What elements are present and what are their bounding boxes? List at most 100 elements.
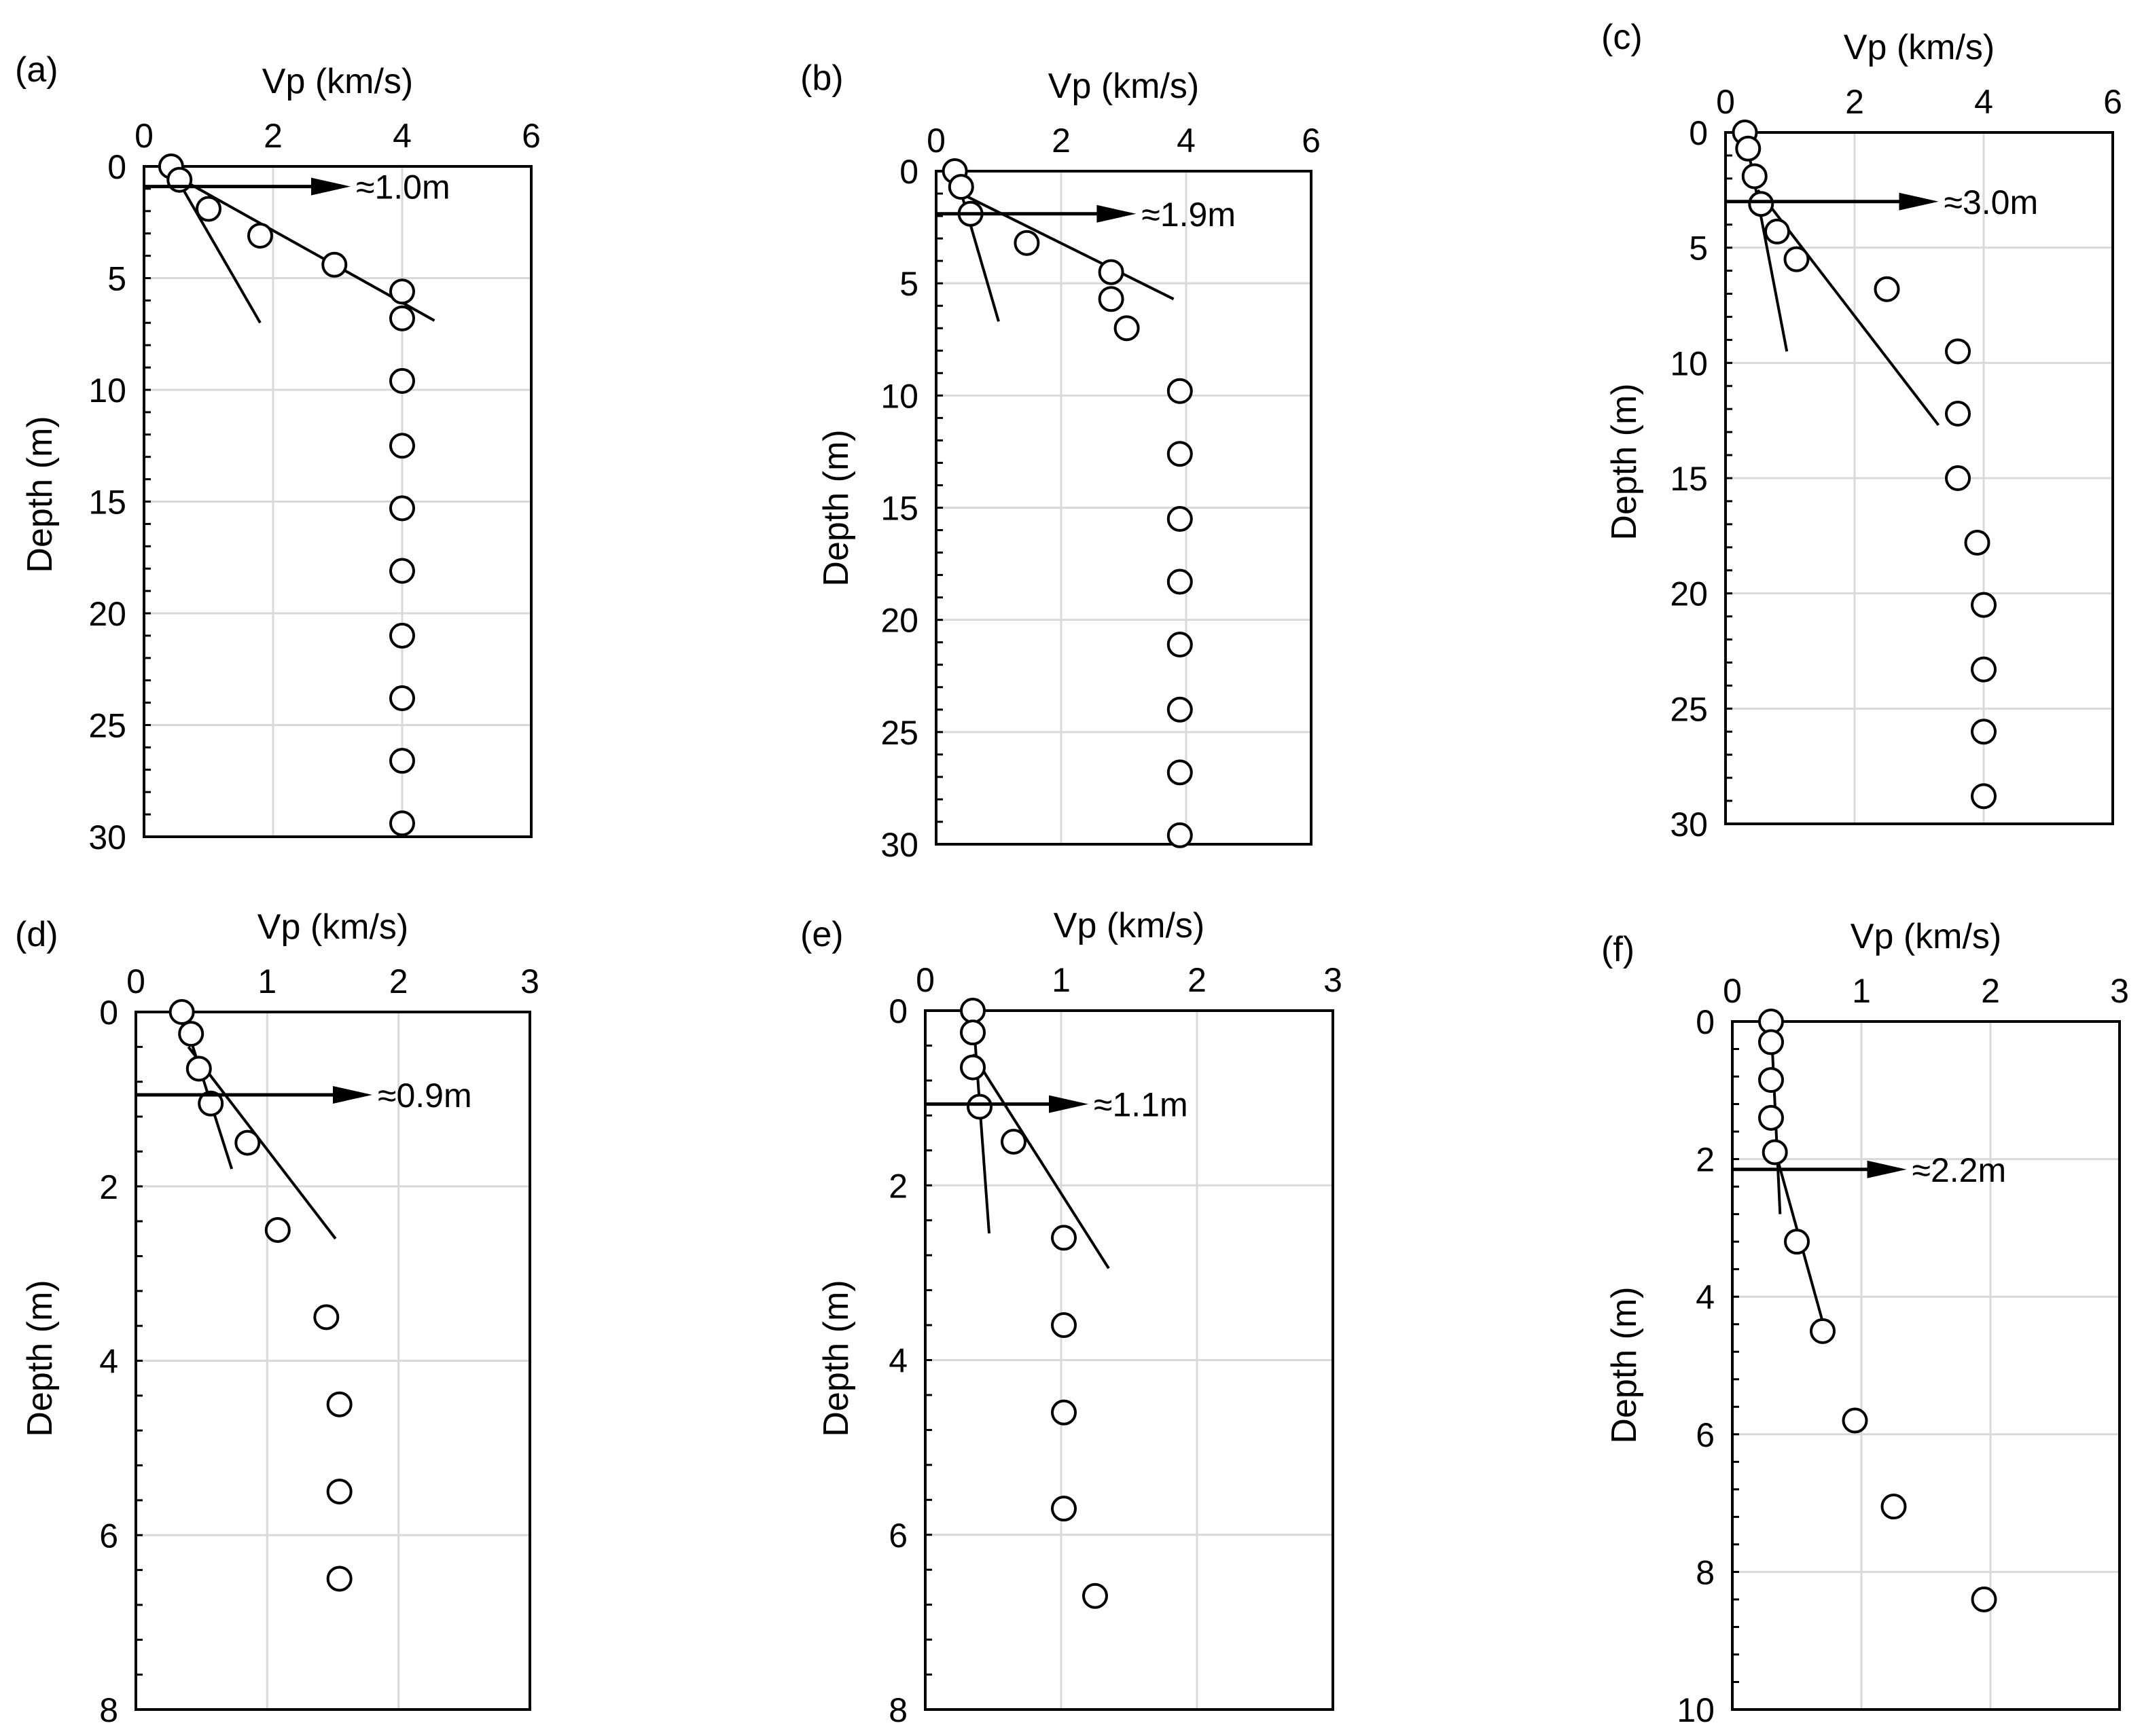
x-axis-title: Vp (km/s) bbox=[1851, 917, 2001, 956]
data-point bbox=[1051, 1312, 1077, 1339]
x-axis-title: Vp (km/s) bbox=[1844, 28, 1995, 67]
x-tick-label: 6 bbox=[522, 117, 541, 155]
data-point bbox=[1166, 822, 1193, 848]
x-tick-label: 3 bbox=[2110, 972, 2129, 1010]
data-point bbox=[1014, 230, 1040, 256]
arrow-head-icon bbox=[1049, 1095, 1088, 1113]
y-tick-label: 2 bbox=[1696, 1141, 1715, 1179]
x-tick-label: 4 bbox=[1177, 122, 1196, 160]
x-tick-label: 4 bbox=[1974, 83, 1993, 121]
data-point bbox=[1874, 276, 1900, 302]
data-point bbox=[389, 305, 415, 331]
y-tick-label: 25 bbox=[88, 707, 126, 745]
panel-label: (f) bbox=[1601, 930, 1634, 969]
data-point bbox=[264, 1216, 291, 1243]
x-axis-title: Vp (km/s) bbox=[257, 907, 408, 947]
x-tick-label: 3 bbox=[1323, 961, 1342, 999]
data-point bbox=[1166, 378, 1193, 404]
data-point bbox=[1842, 1407, 1868, 1434]
depth-annotation: ≈1.9m bbox=[1141, 196, 1236, 234]
x-tick-label: 1 bbox=[1852, 972, 1871, 1010]
data-point bbox=[1166, 632, 1193, 658]
x-tick-label: 6 bbox=[2103, 83, 2122, 121]
x-tick-label: 0 bbox=[916, 961, 935, 999]
y-tick-label: 8 bbox=[889, 1691, 908, 1729]
data-point bbox=[185, 1055, 212, 1082]
data-point bbox=[326, 1566, 353, 1592]
data-point bbox=[1748, 191, 1774, 217]
chart-panel-3: 0 2 4 6 0 5 10 15 20 25 30 Vp (km/s) Depth (m) (c) ≈3.… bbox=[1601, 18, 2122, 844]
x-tick-label: 2 bbox=[264, 117, 283, 155]
arrow-head-icon bbox=[311, 177, 351, 196]
x-tick-label: 6 bbox=[1302, 122, 1321, 160]
x-axis-title: Vp (km/s) bbox=[1048, 67, 1199, 106]
data-point bbox=[1945, 338, 1971, 365]
y-tick-label: 0 bbox=[1689, 114, 1708, 152]
data-point bbox=[389, 495, 415, 522]
panel-label: (b) bbox=[800, 58, 844, 98]
x-axis-title: Vp (km/s) bbox=[262, 62, 413, 101]
plot-frame bbox=[1731, 1020, 2121, 1711]
panel-label: (c) bbox=[1601, 18, 1643, 57]
data-point bbox=[198, 1090, 224, 1117]
y-axis-title: Depth (m) bbox=[817, 1280, 856, 1436]
data-point bbox=[1098, 259, 1124, 285]
data-point bbox=[1764, 218, 1790, 245]
y-tick-label: 0 bbox=[899, 153, 918, 191]
data-point bbox=[1166, 568, 1193, 595]
data-point bbox=[1082, 1583, 1108, 1609]
y-axis-title: Depth (m) bbox=[1605, 1286, 1644, 1443]
panel-label: (e) bbox=[800, 915, 844, 954]
y-tick-label: 10 bbox=[88, 372, 126, 410]
y-tick-label: 8 bbox=[1696, 1553, 1715, 1591]
data-point bbox=[960, 998, 986, 1024]
data-point bbox=[1971, 656, 1997, 683]
depth-annotation: ≈2.2m bbox=[1912, 1151, 2007, 1189]
x-tick-label: 1 bbox=[1052, 961, 1071, 999]
trend-line bbox=[168, 165, 262, 324]
data-point bbox=[1758, 1067, 1784, 1093]
data-point bbox=[1166, 506, 1193, 532]
data-point bbox=[321, 251, 348, 278]
data-point bbox=[1783, 246, 1810, 272]
data-point bbox=[1113, 315, 1140, 342]
y-axis-title: Depth (m) bbox=[1605, 383, 1644, 540]
data-point bbox=[1945, 465, 1971, 491]
data-point bbox=[389, 810, 415, 837]
y-tick-label: 0 bbox=[889, 992, 908, 1030]
data-point bbox=[1001, 1128, 1026, 1155]
x-tick-label: 2 bbox=[1052, 122, 1071, 160]
y-tick-label: 20 bbox=[1670, 575, 1708, 613]
x-tick-label: 0 bbox=[126, 962, 145, 1000]
y-tick-label: 10 bbox=[880, 377, 918, 415]
x-tick-label: 0 bbox=[135, 117, 154, 155]
data-point bbox=[1784, 1229, 1810, 1255]
y-axis-title: Depth (m) bbox=[20, 1280, 60, 1436]
x-tick-label: 4 bbox=[393, 117, 412, 155]
trend-line bbox=[971, 1010, 990, 1234]
y-tick-label: 8 bbox=[99, 1691, 118, 1729]
panel-label: (d) bbox=[15, 915, 58, 954]
chart-panel-4: 0 1 2 3 0 2 4 6 8 Vp (km/s) Depth (m) (d) ≈0.9m bbox=[15, 907, 539, 1729]
x-tick-label: 3 bbox=[520, 962, 539, 1000]
data-point bbox=[389, 433, 415, 459]
data-point bbox=[1166, 696, 1193, 723]
data-point bbox=[168, 999, 195, 1025]
data-point bbox=[1964, 530, 1990, 556]
data-point bbox=[234, 1129, 261, 1156]
data-point bbox=[960, 1019, 986, 1046]
data-point bbox=[196, 196, 221, 222]
x-tick-label: 0 bbox=[927, 122, 946, 160]
y-tick-label: 20 bbox=[88, 595, 126, 633]
data-point bbox=[1051, 1399, 1077, 1426]
x-axis-title: Vp (km/s) bbox=[1054, 906, 1204, 945]
depth-annotation: ≈1.1m bbox=[1094, 1086, 1188, 1124]
y-tick-label: 5 bbox=[107, 260, 126, 298]
x-tick-label: 1 bbox=[257, 962, 276, 1000]
arrow-head-icon bbox=[1867, 1160, 1907, 1178]
data-point bbox=[1762, 1139, 1788, 1165]
chart-panel-6: 0 1 2 3 0 2 4 6 8 10 Vp (km/s) Depth (m) (f) ≈2.2m bbox=[1601, 917, 2129, 1729]
data-point bbox=[1880, 1494, 1907, 1520]
data-point bbox=[178, 1021, 204, 1047]
data-point bbox=[960, 1054, 986, 1081]
